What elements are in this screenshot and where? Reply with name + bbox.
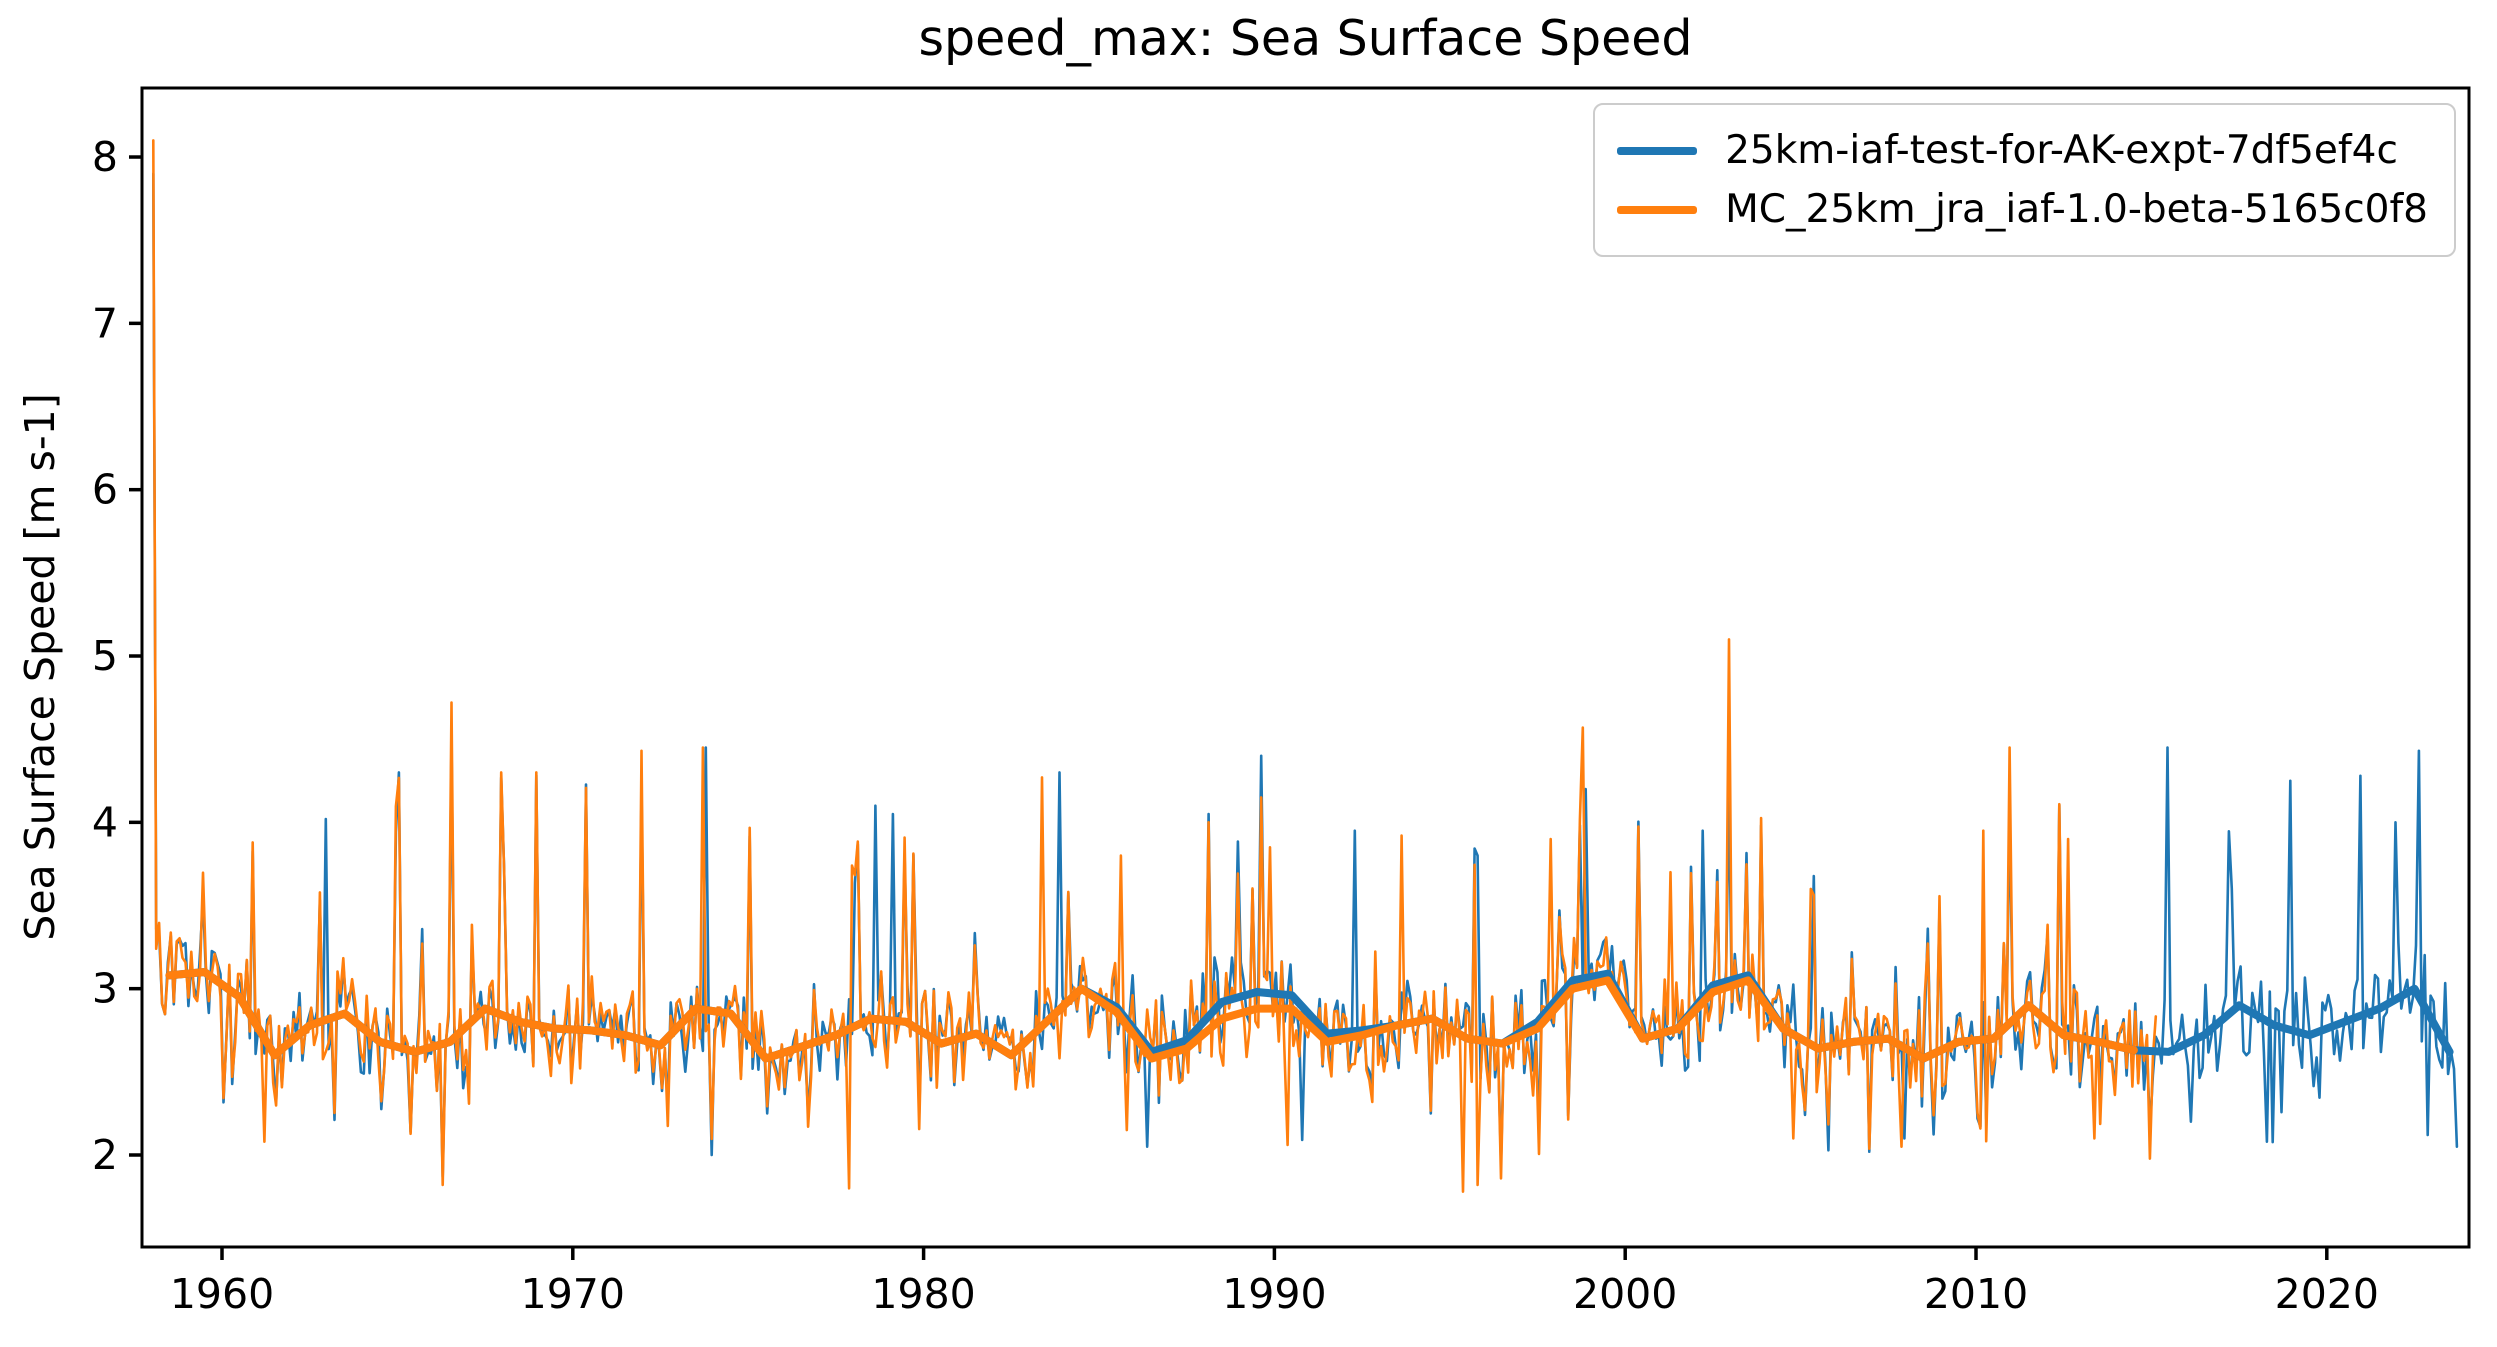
x-tick-label-1990: 1990 bbox=[1222, 1270, 1326, 1318]
legend: 25km-iaf-test-for-AK-expt-7df5ef4c MC_25… bbox=[1593, 103, 2456, 257]
legend-entry-blue: 25km-iaf-test-for-AK-expt-7df5ef4c bbox=[1617, 121, 2428, 180]
y-tick-label-8: 8 bbox=[92, 133, 118, 181]
legend-label-blue: 25km-iaf-test-for-AK-expt-7df5ef4c bbox=[1725, 128, 2398, 173]
y-tick-label-4: 4 bbox=[92, 798, 118, 846]
orange-monthly-line bbox=[152, 139, 2158, 1193]
x-tick-label-2020: 2020 bbox=[2275, 1270, 2379, 1318]
y-tick-label-7: 7 bbox=[92, 299, 118, 347]
x-tick-label-1960: 1960 bbox=[170, 1270, 274, 1318]
x-tick-label-1970: 1970 bbox=[521, 1270, 625, 1318]
y-tick-label-2: 2 bbox=[92, 1131, 118, 1179]
axes-frame bbox=[140, 86, 2471, 1249]
orange-line-swatch bbox=[1617, 205, 1698, 214]
y-axis-label: Sea Surface Speed [m s-1] bbox=[16, 393, 64, 941]
x-tick-label-2010: 2010 bbox=[1924, 1270, 2028, 1318]
orange-annual-mean-line bbox=[165, 968, 2138, 1063]
y-tick-label-3: 3 bbox=[92, 965, 118, 1013]
y-tick-label-5: 5 bbox=[92, 632, 118, 680]
x-tick-label-2000: 2000 bbox=[1573, 1270, 1677, 1318]
chart-title: speed_max: Sea Surface Speed bbox=[918, 10, 1693, 67]
y-tick-label-6: 6 bbox=[92, 466, 118, 514]
blue-line-swatch bbox=[1617, 146, 1698, 155]
legend-entry-orange: MC_25km_jra_iaf-1.0-beta-5165c0f8 bbox=[1617, 180, 2428, 239]
legend-label-orange: MC_25km_jra_iaf-1.0-beta-5165c0f8 bbox=[1725, 187, 2428, 232]
x-tick-label-1980: 1980 bbox=[871, 1270, 975, 1318]
